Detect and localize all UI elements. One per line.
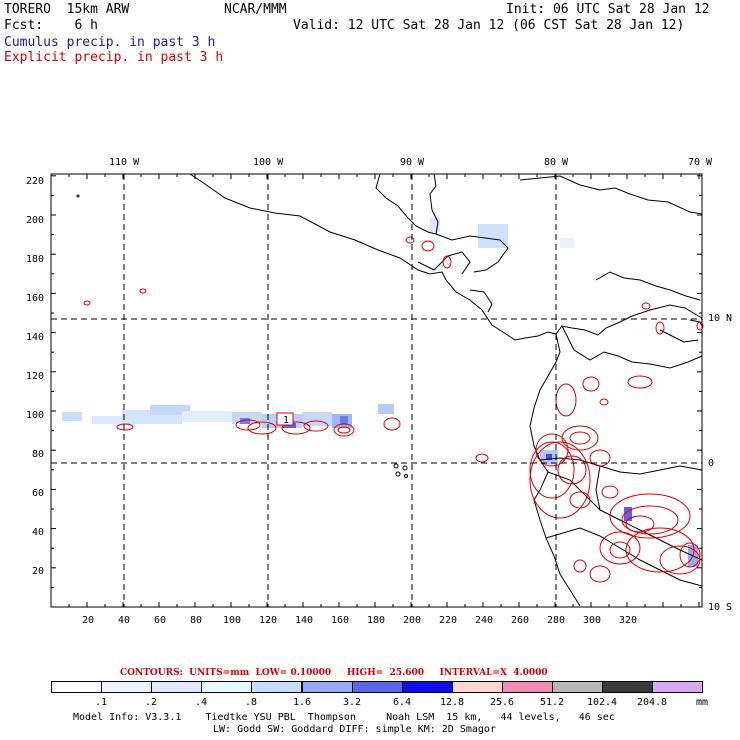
colorbar-segment <box>51 681 102 693</box>
x-tick-140: 140 <box>295 615 314 626</box>
x-tick-260: 260 <box>511 615 530 626</box>
colorbar-segment <box>452 681 503 693</box>
x-tick-300: 300 <box>583 615 602 626</box>
physics-info: LW: Godd SW: Goddard DIFF: simple KM: 2D… <box>213 724 496 735</box>
y-tick-200: 200 <box>26 215 45 226</box>
init-time: Init: 06 UTC Sat 28 Jan 12 <box>506 2 710 17</box>
x-tick-100: 100 <box>223 615 242 626</box>
colorbar-label: .8 <box>244 697 258 708</box>
x-tick-60: 60 <box>154 615 167 626</box>
y-tick-80: 80 <box>32 449 45 460</box>
lon-label-80w: 80 W <box>544 157 569 168</box>
x-tick-280: 280 <box>547 615 566 626</box>
y-tick-140: 140 <box>26 332 45 343</box>
y-tick-20: 20 <box>32 566 45 577</box>
colorbar-segment <box>251 681 302 693</box>
colorbar-segment <box>402 681 453 693</box>
x-tick-40: 40 <box>118 615 131 626</box>
organization-label: NCAR/MMM <box>224 2 287 17</box>
colorbar-segment <box>352 681 403 693</box>
colorbar-unit: mm <box>696 697 709 708</box>
colorbar-segment <box>552 681 603 693</box>
max-precip-marker-label: 1 <box>283 415 289 426</box>
colorbar-label: 1.6 <box>292 697 312 708</box>
y-tick-220: 220 <box>26 176 45 187</box>
coastlines <box>76 173 703 607</box>
x-tick-220: 220 <box>439 615 458 626</box>
colorbar-label: 204.8 <box>636 697 668 708</box>
x-tick-200: 200 <box>403 615 422 626</box>
colorbar-segment <box>302 681 353 693</box>
lat-label-10n: 10 N <box>708 313 733 324</box>
max-precip-marker <box>276 412 294 426</box>
x-tick-80: 80 <box>190 615 203 626</box>
lat-label-10s: 10 S <box>708 602 733 613</box>
lon-label-100w: 100 W <box>253 157 284 168</box>
y-tick-60: 60 <box>32 488 45 499</box>
lon-label-70w: 70 W <box>688 157 713 168</box>
colorbar-segment <box>151 681 202 693</box>
explicit-precip-contours <box>83 236 704 583</box>
y-tick-120: 120 <box>26 371 45 382</box>
colorbar-segment <box>502 681 553 693</box>
colorbar-label: .1 <box>94 697 108 708</box>
x-tick-160: 160 <box>331 615 350 626</box>
axis-ticks <box>51 174 702 607</box>
colorbar-segment <box>602 681 653 693</box>
lat-label-0: 0 <box>708 458 715 469</box>
y-tick-160: 160 <box>26 293 45 304</box>
forecast-hour: Fcst: 6 h <box>4 18 98 33</box>
colorbar-label: 3.2 <box>342 697 362 708</box>
colorbar-segment <box>101 681 152 693</box>
x-tick-320: 320 <box>619 615 638 626</box>
colorbar-label: .2 <box>144 697 158 708</box>
lat-lon-grid <box>51 174 702 607</box>
colorbar-segment <box>652 681 703 693</box>
colorbar-label: 51.2 <box>539 697 565 708</box>
model-info: Model Info: V3.3.1 Tiedtke YSU PBL Thomp… <box>73 712 615 723</box>
x-tick-120: 120 <box>259 615 278 626</box>
colorbar-segment <box>201 681 252 693</box>
lon-label-110w: 110 W <box>109 157 140 168</box>
x-tick-20: 20 <box>82 615 95 626</box>
colorbar-label: 25.6 <box>489 697 515 708</box>
y-tick-100: 100 <box>26 410 45 421</box>
lon-label-90w: 90 W <box>400 157 425 168</box>
colorbar-label: .4 <box>194 697 208 708</box>
colorbar-label: 102.4 <box>586 697 618 708</box>
legend-explicit: Explicit precip. in past 3 h <box>4 50 224 65</box>
legend-cumulus: Cumulus precip. in past 3 h <box>4 35 216 50</box>
colorbar-label: 6.4 <box>392 697 412 708</box>
y-tick-40: 40 <box>32 527 45 538</box>
contours-info: CONTOURS: UNITS=mm LOW= 0.10000 HIGH= 25… <box>120 668 548 678</box>
map-frame <box>50 173 703 608</box>
x-tick-180: 180 <box>367 615 386 626</box>
colorbar-label: 12.8 <box>439 697 465 708</box>
model-title: TORERO 15km ARW <box>4 2 130 17</box>
x-tick-240: 240 <box>475 615 494 626</box>
valid-time: Valid: 12 UTC Sat 28 Jan 12 (06 CST Sat … <box>293 18 685 33</box>
y-tick-180: 180 <box>26 254 45 265</box>
